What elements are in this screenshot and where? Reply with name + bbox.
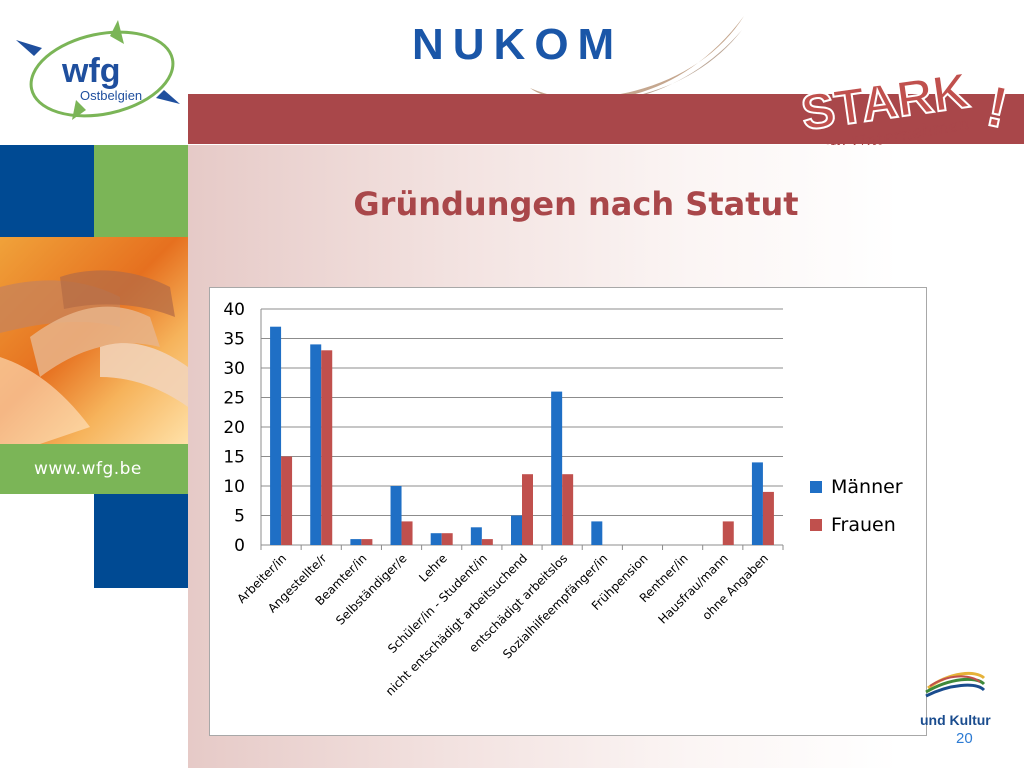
decor-block-blue (0, 145, 94, 237)
bar-chart: 0510152025303540Arbeiter/inAngestellte/r… (223, 300, 903, 698)
slide-title: Gründungen nach Statut (353, 185, 799, 223)
bar-frauen (562, 474, 574, 545)
y-tick-label: 25 (223, 389, 245, 409)
logo-wordmark: wfg (61, 52, 121, 90)
bar-frauen (281, 456, 293, 545)
y-tick-label: 40 (223, 300, 245, 320)
bar-frauen (361, 539, 373, 545)
bar-frauen (481, 539, 493, 545)
bar-frauen (722, 521, 734, 545)
wfg-logo: wfg Ostbelgien (16, 20, 180, 120)
chart-container: 0 5 10 15 20 25 30 35 40 Arbeiter/in Angestellte/r… (209, 287, 927, 736)
x-tick-label: nicht entschädigt arbeitsuchend (383, 551, 530, 698)
decor-block-blue-lower (94, 494, 188, 588)
partner-text: und Kultur (920, 712, 991, 728)
x-tick-label: Hausfrau/mann (655, 551, 730, 626)
decor-block-green (94, 145, 188, 237)
y-tick-label: 15 (223, 448, 245, 468)
bar-maenner (430, 533, 442, 545)
nukom-brand: NUKOM (412, 20, 624, 69)
legend-swatch (810, 481, 822, 493)
legend-label: Männer (831, 476, 903, 498)
bar-maenner (751, 462, 763, 545)
bar-maenner (270, 326, 282, 545)
partner-logo (925, 671, 986, 698)
hands-photo (0, 237, 188, 444)
bar-maenner (470, 527, 482, 545)
y-tick-label: 20 (223, 418, 245, 438)
bar-frauen (441, 533, 453, 545)
y-tick-label: 0 (234, 536, 245, 556)
url-band (0, 444, 188, 494)
bar-frauen (321, 350, 333, 545)
bar-frauen (401, 521, 413, 545)
y-tick-label: 35 (223, 330, 245, 350)
legend-swatch (810, 519, 822, 531)
bar-frauen (762, 491, 774, 545)
bar-maenner (390, 486, 402, 545)
swoosh-decoration (530, 16, 744, 104)
logo-subtitle: Ostbelgien (80, 88, 142, 103)
website-link[interactable]: www.wfg.be (34, 459, 142, 479)
page-number: 20 (956, 730, 973, 747)
legend-label: Frauen (831, 514, 896, 536)
bar-frauen (522, 474, 533, 545)
bar-maenner (551, 391, 563, 545)
bar-maenner (511, 515, 522, 545)
svg-text:!: ! (981, 73, 1013, 141)
bar-maenner (310, 344, 322, 545)
y-tick-label: 5 (234, 507, 245, 527)
x-tick-label: Selbständiger/e (333, 551, 410, 628)
y-tick-label: 10 (223, 477, 245, 497)
header-band (188, 94, 1024, 144)
x-tick-label: Lehre (416, 551, 450, 585)
bar-maenner (350, 539, 362, 545)
bar-maenner (591, 521, 603, 545)
y-tick-label: 30 (223, 359, 245, 379)
